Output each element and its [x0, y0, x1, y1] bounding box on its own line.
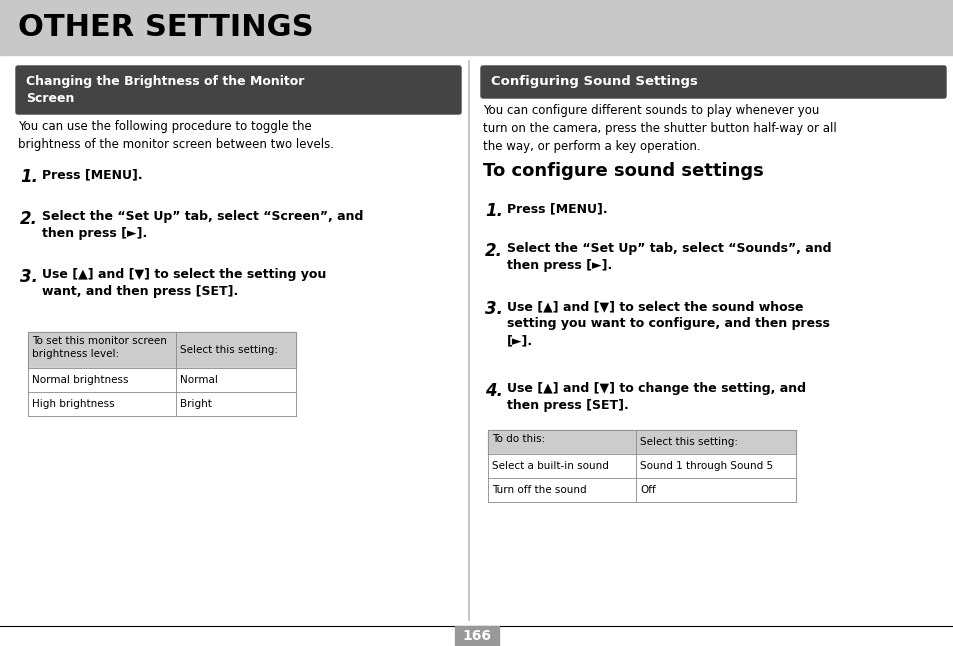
Text: Press [MENU].: Press [MENU].: [506, 202, 607, 215]
Text: Select the “Set Up” tab, select “Screen”, and
then press [►].: Select the “Set Up” tab, select “Screen”…: [42, 210, 363, 240]
Bar: [636, 430, 795, 454]
Text: Use [▲] and [▼] to select the sound whose
setting you want to configure, and the: Use [▲] and [▼] to select the sound whos…: [506, 300, 829, 347]
Bar: [175, 332, 295, 368]
Bar: [28, 392, 295, 416]
Text: To set this monitor screen
brightness level:: To set this monitor screen brightness le…: [32, 336, 167, 359]
Text: Select a built-in sound: Select a built-in sound: [492, 461, 608, 471]
Text: You can use the following procedure to toggle the
brightness of the monitor scre: You can use the following procedure to t…: [18, 120, 334, 151]
Text: To do this:: To do this:: [492, 434, 545, 444]
Text: To configure sound settings: To configure sound settings: [482, 162, 763, 180]
Text: 1.: 1.: [484, 202, 502, 220]
Text: 3.: 3.: [484, 300, 502, 318]
Text: Press [MENU].: Press [MENU].: [42, 168, 143, 181]
Text: OTHER SETTINGS: OTHER SETTINGS: [18, 13, 314, 42]
Bar: [455, 626, 498, 646]
Text: Use [▲] and [▼] to select the setting you
want, and then press [SET].: Use [▲] and [▼] to select the setting yo…: [42, 268, 326, 298]
FancyBboxPatch shape: [480, 66, 945, 98]
Text: Select the “Set Up” tab, select “Sounds”, and
then press [►].: Select the “Set Up” tab, select “Sounds”…: [506, 242, 831, 272]
Text: Bright: Bright: [180, 399, 212, 409]
Text: High brightness: High brightness: [32, 399, 114, 409]
Text: 1.: 1.: [20, 168, 38, 186]
Text: Changing the Brightness of the Monitor
Screen: Changing the Brightness of the Monitor S…: [26, 75, 304, 105]
Bar: [488, 478, 795, 502]
Text: 2.: 2.: [484, 242, 502, 260]
Text: Configuring Sound Settings: Configuring Sound Settings: [491, 76, 698, 89]
Text: Use [▲] and [▼] to change the setting, and
then press [SET].: Use [▲] and [▼] to change the setting, a…: [506, 382, 805, 412]
Bar: [488, 454, 795, 478]
Text: Normal: Normal: [180, 375, 217, 385]
FancyBboxPatch shape: [16, 66, 460, 114]
Bar: [28, 332, 175, 368]
Text: Normal brightness: Normal brightness: [32, 375, 129, 385]
Text: You can configure different sounds to play whenever you
turn on the camera, pres: You can configure different sounds to pl…: [482, 104, 836, 153]
Bar: [28, 368, 295, 392]
Text: Sound 1 through Sound 5: Sound 1 through Sound 5: [639, 461, 772, 471]
Text: Select this setting:: Select this setting:: [180, 345, 277, 355]
Text: 2.: 2.: [20, 210, 38, 228]
Bar: [0, 0, 953, 55]
Text: 4.: 4.: [484, 382, 502, 400]
Text: 3.: 3.: [20, 268, 38, 286]
Text: Off: Off: [639, 485, 655, 495]
Text: Turn off the sound: Turn off the sound: [492, 485, 586, 495]
Text: Select this setting:: Select this setting:: [639, 437, 738, 447]
Text: 166: 166: [462, 629, 491, 643]
Bar: [488, 430, 636, 454]
